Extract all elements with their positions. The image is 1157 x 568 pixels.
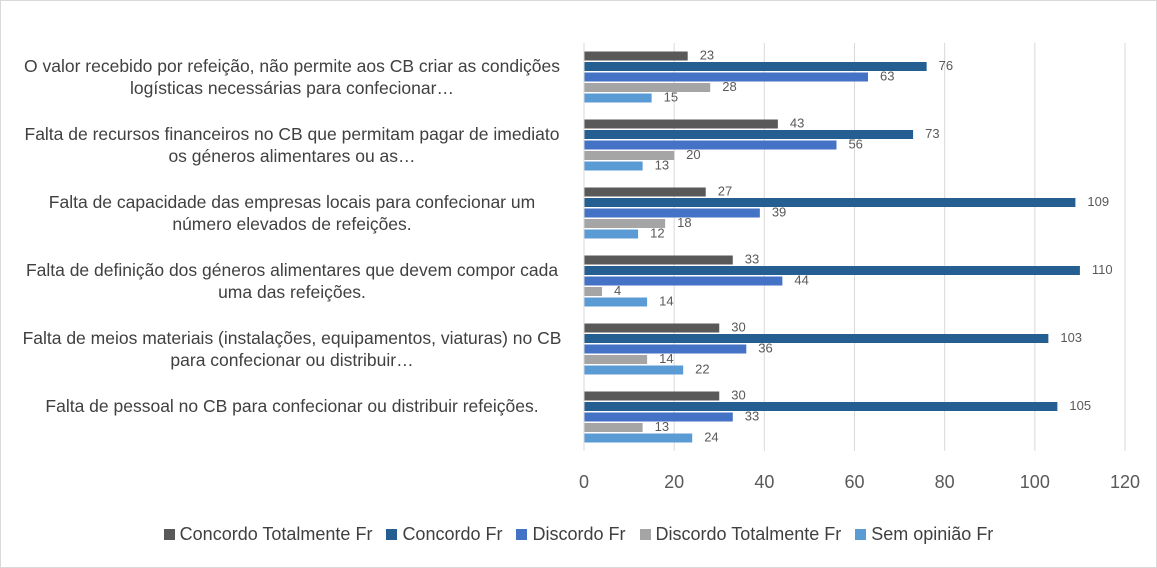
legend-item: Discordo Fr — [516, 524, 626, 545]
bar — [584, 161, 643, 171]
value-label: 13 — [655, 419, 669, 434]
category-label: Falta de meios materiais (instalações, e… — [22, 328, 562, 370]
bar — [584, 323, 720, 333]
value-label: 73 — [925, 126, 939, 141]
bar — [584, 151, 675, 160]
legend-swatch — [516, 529, 528, 540]
bar — [584, 187, 706, 197]
bar — [584, 365, 684, 375]
legend-label: Concordo Fr — [402, 524, 503, 544]
value-label: 18 — [677, 215, 691, 230]
bar — [584, 83, 711, 92]
bar — [584, 423, 643, 432]
x-tick-label: 100 — [1020, 472, 1050, 492]
legend-label: Discordo Totalmente Fr — [655, 524, 842, 544]
bar — [584, 297, 648, 307]
legend-label: Discordo Fr — [532, 524, 626, 544]
legend-item: Sem opinião Fr — [855, 524, 993, 545]
value-label: 56 — [848, 136, 862, 151]
value-label: 15 — [664, 89, 678, 104]
bar — [584, 119, 778, 129]
bar — [584, 355, 648, 364]
bar — [584, 140, 837, 150]
bar — [584, 219, 666, 228]
value-label: 24 — [704, 429, 718, 444]
value-label: 33 — [745, 408, 759, 423]
value-label: 28 — [722, 79, 736, 94]
x-tick-label: 120 — [1110, 472, 1140, 492]
legend-item: Concordo Totalmente Fr — [163, 524, 373, 545]
x-tick-label: 40 — [754, 472, 774, 492]
value-label: 22 — [695, 361, 709, 376]
bar — [584, 130, 914, 139]
value-label: 33 — [745, 251, 759, 266]
value-label: 39 — [772, 204, 786, 219]
value-label: 12 — [650, 225, 664, 240]
legend: Concordo Totalmente Fr Concordo Fr Discord… — [0, 524, 1157, 545]
value-label: 27 — [718, 183, 732, 198]
value-label: 103 — [1060, 330, 1082, 345]
legend-swatch — [163, 529, 175, 540]
legend-item: Discordo Totalmente Fr — [639, 524, 842, 545]
category-label: Falta de recursos financeiros no CB que … — [24, 124, 560, 166]
bar — [584, 412, 733, 422]
bar — [584, 51, 688, 61]
value-label: 44 — [794, 272, 808, 287]
legend-label: Concordo Totalmente Fr — [179, 524, 373, 544]
value-label: 20 — [686, 147, 700, 162]
bar — [584, 198, 1076, 207]
legend-item: Concordo Fr — [386, 524, 502, 545]
category-label: Falta de definição dos géneros alimentar… — [25, 260, 559, 302]
value-label: 13 — [655, 157, 669, 172]
bar — [584, 62, 927, 71]
bar — [584, 208, 760, 218]
x-tick-label: 0 — [579, 472, 589, 492]
value-label: 109 — [1087, 194, 1109, 209]
legend-swatch — [639, 529, 651, 540]
value-label: 76 — [939, 58, 953, 73]
x-tick-label: 20 — [664, 472, 684, 492]
value-label: 105 — [1069, 398, 1091, 413]
value-label: 110 — [1092, 262, 1113, 277]
category-label: O valor recebido por refeição, não permi… — [24, 56, 560, 98]
value-label: 63 — [880, 68, 894, 83]
value-label: 43 — [790, 115, 804, 130]
value-label: 14 — [659, 351, 673, 366]
value-label: 30 — [731, 319, 745, 334]
legend-label: Sem opinião Fr — [871, 524, 994, 544]
bar — [584, 287, 603, 296]
bar — [584, 276, 783, 286]
bar — [584, 334, 1049, 343]
value-label: 23 — [700, 47, 714, 62]
legend-swatch — [855, 529, 867, 540]
x-tick-label: 60 — [844, 472, 864, 492]
bar — [584, 93, 652, 103]
bar — [584, 72, 869, 82]
bar — [584, 391, 720, 401]
category-label: Falta de capacidade das empresas locais … — [48, 192, 536, 234]
bar — [584, 402, 1058, 411]
legend-swatch — [386, 529, 398, 540]
x-tick-label: 80 — [935, 472, 955, 492]
value-label: 30 — [731, 387, 745, 402]
bar — [584, 433, 693, 443]
bar — [584, 255, 733, 265]
category-label: Falta de pessoal no CB para confecionar … — [45, 396, 539, 416]
bar — [584, 266, 1080, 275]
bar — [584, 229, 639, 239]
value-label: 14 — [659, 293, 673, 308]
bar — [584, 344, 747, 354]
value-label: 36 — [758, 340, 772, 355]
value-label: 4 — [614, 283, 621, 298]
